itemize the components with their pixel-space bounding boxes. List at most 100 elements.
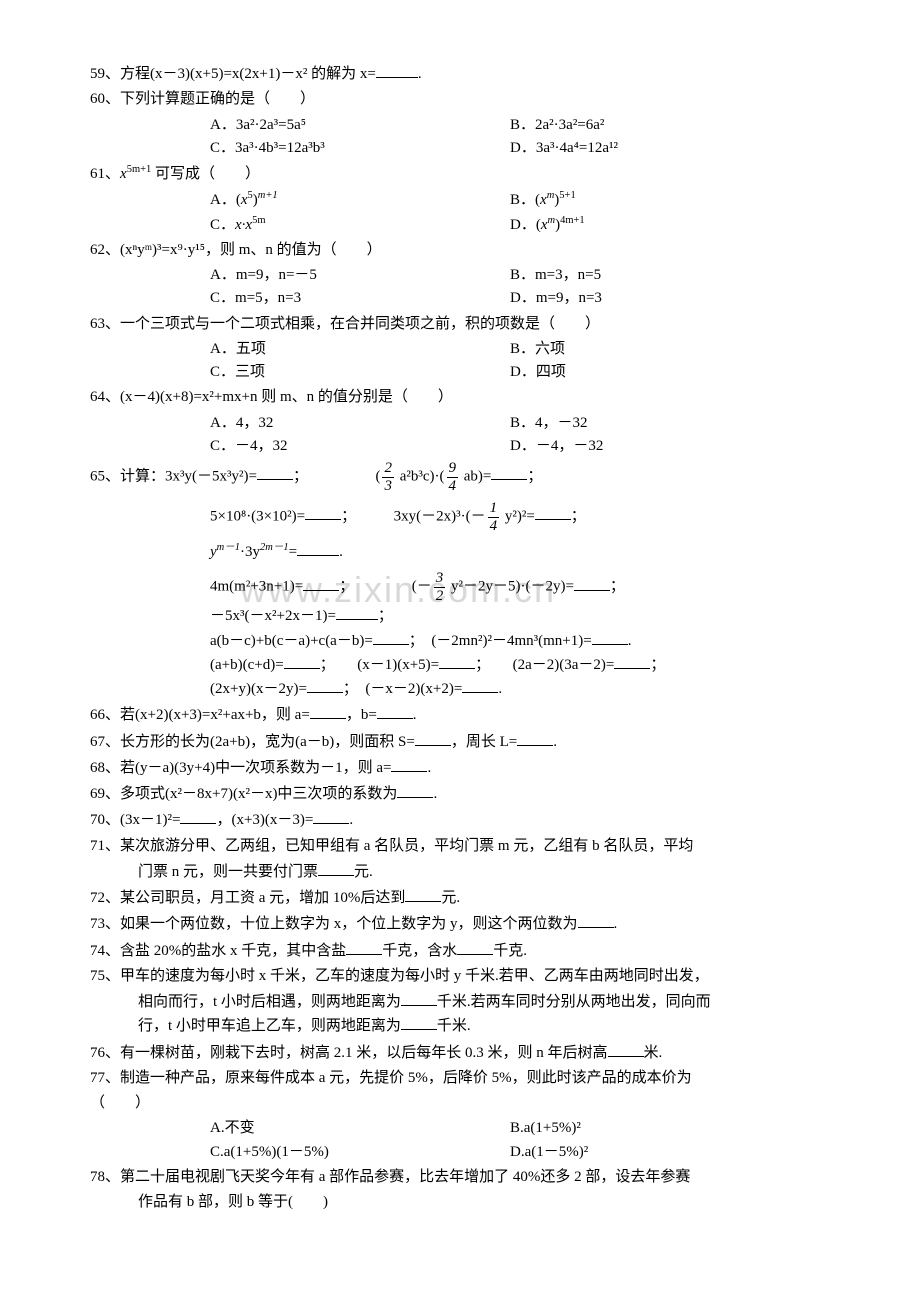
den: 3: [382, 478, 394, 495]
t: 69、多项式(x²－8x+7)(x²－x)中三次项的系数为: [90, 786, 397, 802]
t: y²－2y－5)·(－2y)=: [447, 579, 574, 595]
blank: [405, 886, 441, 902]
question-62-stem: 62、(xⁿyᵐ)³=x⁹·y¹⁵，则 m、n 的值为（ ）: [90, 239, 840, 262]
t: A．(: [210, 192, 241, 208]
num: 3: [434, 570, 446, 588]
t: 74、含盐 20%的盐水 x 千克，其中含盐: [90, 943, 346, 959]
t: 千米.: [437, 1018, 471, 1034]
blank: [307, 677, 343, 693]
t: 元.: [441, 890, 460, 906]
blank: [457, 939, 493, 955]
num: 2: [382, 460, 394, 478]
q61-opt-b: B．(xm)5+1: [510, 188, 576, 212]
q61-opt-d: D．(xm)4m+1: [510, 213, 585, 237]
blank: [336, 604, 378, 620]
blank: [415, 730, 451, 746]
question-65: 65、计算：3x³y(－5x³y²)=； (23 a²b³c)·(94 ab)=…: [90, 460, 840, 494]
blank: [305, 504, 341, 520]
t: a²b³c)·(: [396, 468, 445, 484]
question-75-l2: 相向而行，t 小时后相遇，则两地距离为千米.若两车同时分别从两地出发，同向而: [138, 990, 840, 1014]
blank: [517, 730, 553, 746]
question-66: 66、若(x+2)(x+3)=x²+ax+b，则 a=，b=.: [90, 703, 840, 727]
question-70: 70、(3x－1)²=，(x+3)(x－3)=.: [90, 808, 840, 832]
t: (2x+y)(x－2y)=: [210, 681, 307, 697]
blank: [401, 1014, 437, 1030]
q60-opt-b: B．2a²·3a²=6a²: [510, 114, 604, 137]
t: =: [289, 544, 297, 560]
question-77-options: A.不变B.a(1+5%)² C.a(1+5%)(1－5%)D.a(1－5%)²: [210, 1117, 840, 1164]
t: 68、若(y－a)(3y+4)中一次项系数为－1，则 a=: [90, 760, 391, 776]
blank: [346, 939, 382, 955]
question-60-options: A．3a²·2a³=5a⁵ B．2a²·3a²=6a² C．3a³·4b³=12…: [210, 114, 840, 161]
t: x: [241, 192, 248, 208]
blank: [401, 990, 437, 1006]
t: (－: [412, 579, 432, 595]
t: 73、如果一个两位数，十位上数字为 x，个位上数字为 y，则这个两位数为: [90, 916, 578, 932]
den: 2: [434, 588, 446, 605]
q62-c: C．m=5，n=3: [210, 287, 510, 310]
fraction-nine-four: 94: [447, 460, 459, 494]
q65-line4: 4m(m²+3n+1)=； www.zixin.com.cn (－32 y²－2…: [210, 570, 840, 604]
t: 3xy(－2x)³·(－: [394, 508, 486, 524]
t: m: [548, 215, 556, 226]
t: .: [614, 916, 618, 932]
blank: [608, 1041, 644, 1057]
blank: [397, 782, 433, 798]
blank: [535, 504, 571, 520]
t: 相向而行，t 小时后相遇，则两地距离为: [138, 994, 401, 1010]
question-75: 75、甲车的速度为每小时 x 千米，乙车的速度为每小时 y 千米.若甲、乙两车由…: [90, 965, 840, 988]
q65-line7: (a+b)(c+d)=； (x－1)(x+5)=； (2a－2)(3a－2)=；: [210, 653, 840, 677]
t: 元.: [354, 864, 373, 880]
question-67: 67、长方形的长为(2a+b)，宽为(a－b)，则面积 S=，周长 L=.: [90, 730, 840, 754]
question-64-stem: 64、(x－4)(x+8)=x²+mx+n 则 m、n 的值分别是（ ）: [90, 386, 840, 409]
q64-a: A．4，32: [210, 412, 510, 435]
question-71: 71、某次旅游分甲、乙两组，已知甲组有 a 名队员，平均门票 m 元，乙组有 b…: [90, 835, 840, 858]
t: .: [553, 734, 557, 750]
t: .: [413, 707, 417, 723]
q62-d: D．m=9，n=3: [510, 287, 602, 310]
t: .: [427, 760, 431, 776]
blank: [373, 629, 409, 645]
question-64-options: A．4，32B．4，－32 C．－4，32D．－4，－32: [210, 412, 840, 459]
num: 9: [447, 460, 459, 478]
t: 66、若(x+2)(x+3)=x²+ax+b，则 a=: [90, 707, 310, 723]
blank: [614, 653, 650, 669]
q77-d: D.a(1－5%)²: [510, 1141, 588, 1164]
t: ，(x+3)(x－3)=: [216, 812, 313, 828]
blank: [377, 703, 413, 719]
num: 1: [488, 500, 500, 518]
t: (－2mn²)²－4mn³(mn+1)=: [431, 633, 591, 649]
q61-opt-c: C．x·x5m: [210, 213, 510, 237]
t: 76、有一棵树苗，刚栽下去时，树高 2.1 米，以后每年长 0.3 米，则 n …: [90, 1045, 608, 1061]
question-73: 73、如果一个两位数，十位上数字为 x，个位上数字为 y，则这个两位数为.: [90, 912, 840, 936]
q64-c: C．－4，32: [210, 435, 510, 458]
t: 78、第二十届电视剧飞天奖今年有 a 部作品参赛，比去年增加了 40%还多 2 …: [90, 1169, 690, 1185]
blank: [318, 860, 354, 876]
blank: [297, 540, 339, 556]
q77-a: A.不变: [210, 1117, 510, 1140]
blank: [391, 756, 427, 772]
question-74: 74、含盐 20%的盐水 x 千克，其中含盐千克，含水千克.: [90, 939, 840, 963]
question-77: 77、制造一种产品，原来每件成本 a 元，先提价 5%，后降价 5%，则此时该产…: [90, 1067, 840, 1090]
t: 5m: [252, 215, 265, 226]
blank: [313, 808, 349, 824]
q64-b: B．4，－32: [510, 412, 588, 435]
q60-opt-c: C．3a³·4b³=12a³b³: [210, 137, 510, 160]
t: y²)²=: [501, 508, 535, 524]
t: 米.: [644, 1045, 663, 1061]
t: .: [433, 786, 437, 802]
t: 71、某次旅游分甲、乙两组，已知甲组有 a 名队员，平均门票 m 元，乙组有 b…: [90, 838, 693, 854]
t: m－1: [217, 542, 240, 553]
q60-opt-a: A．3a²·2a³=5a⁵: [210, 114, 510, 137]
t: m+1: [258, 190, 278, 201]
t: B．(: [510, 192, 540, 208]
q64-d: D．－4，－32: [510, 435, 603, 458]
q62-a: A．m=9，n=－5: [210, 264, 510, 287]
t: C．: [210, 217, 235, 233]
q61-pre: 61、: [90, 166, 120, 182]
question-76: 76、有一棵树苗，刚栽下去时，树高 2.1 米，以后每年长 0.3 米，则 n …: [90, 1041, 840, 1065]
q65-line8: (2x+y)(x－2y)=； (－x－2)(x+2)=.: [210, 677, 840, 701]
question-78-l2: 作品有 b 部，则 b 等于( ): [138, 1191, 840, 1214]
t: ·3y: [240, 544, 260, 560]
t: x: [540, 192, 547, 208]
